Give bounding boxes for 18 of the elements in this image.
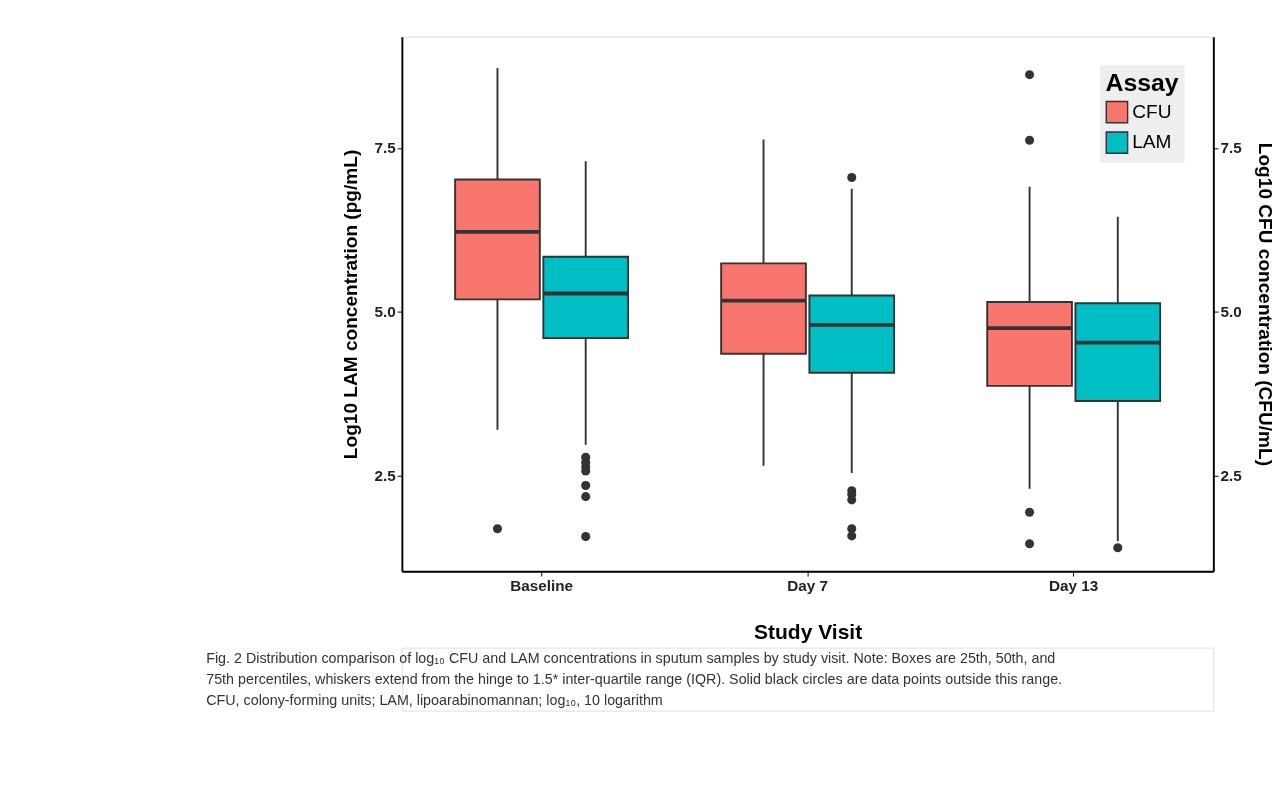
caption: Fig. 2 Distribution comparison of log₁₀ CFU and LAM concentrations in sputum samples by study visit. Note: Boxes are 25th, 50th, and (206, 649, 1056, 666)
text: 75th percentiles, whiskers extend from the hinge to 1.5* inter-quartile range (IQR). Solid black circles are data points outside this range. (206, 670, 1063, 687)
x-axis-title: Study Visit (754, 619, 863, 643)
y2-tick-label: 5.0 (1220, 303, 1242, 321)
y-tick-label: 5.0 (374, 303, 396, 321)
y-tick-label: 2.5 (374, 466, 397, 484)
text: CFU, colony-forming units; LAM, lipoarabinomannan; log₁₀, 10 logarithm (206, 691, 663, 708)
legend-label: CFU (1132, 100, 1172, 122)
y-axis-title: Log10 LAM concentration (pg/mL) (340, 149, 362, 460)
x-tick-label: Day 7 (787, 576, 829, 594)
x-tick-label: Baseline (510, 576, 573, 594)
y2-axis-title: Log10 CFU concentration (CFU/mL) (1254, 142, 1276, 467)
legend-title: Assay (1105, 69, 1179, 97)
y2-tick-label: 7.5 (1220, 139, 1243, 157)
y2-tick-label: 2.5 (1220, 466, 1243, 484)
y-tick-label: 7.5 (374, 139, 397, 157)
legend-label: LAM (1132, 131, 1172, 153)
x-tick-label: Day 13 (1049, 576, 1099, 594)
